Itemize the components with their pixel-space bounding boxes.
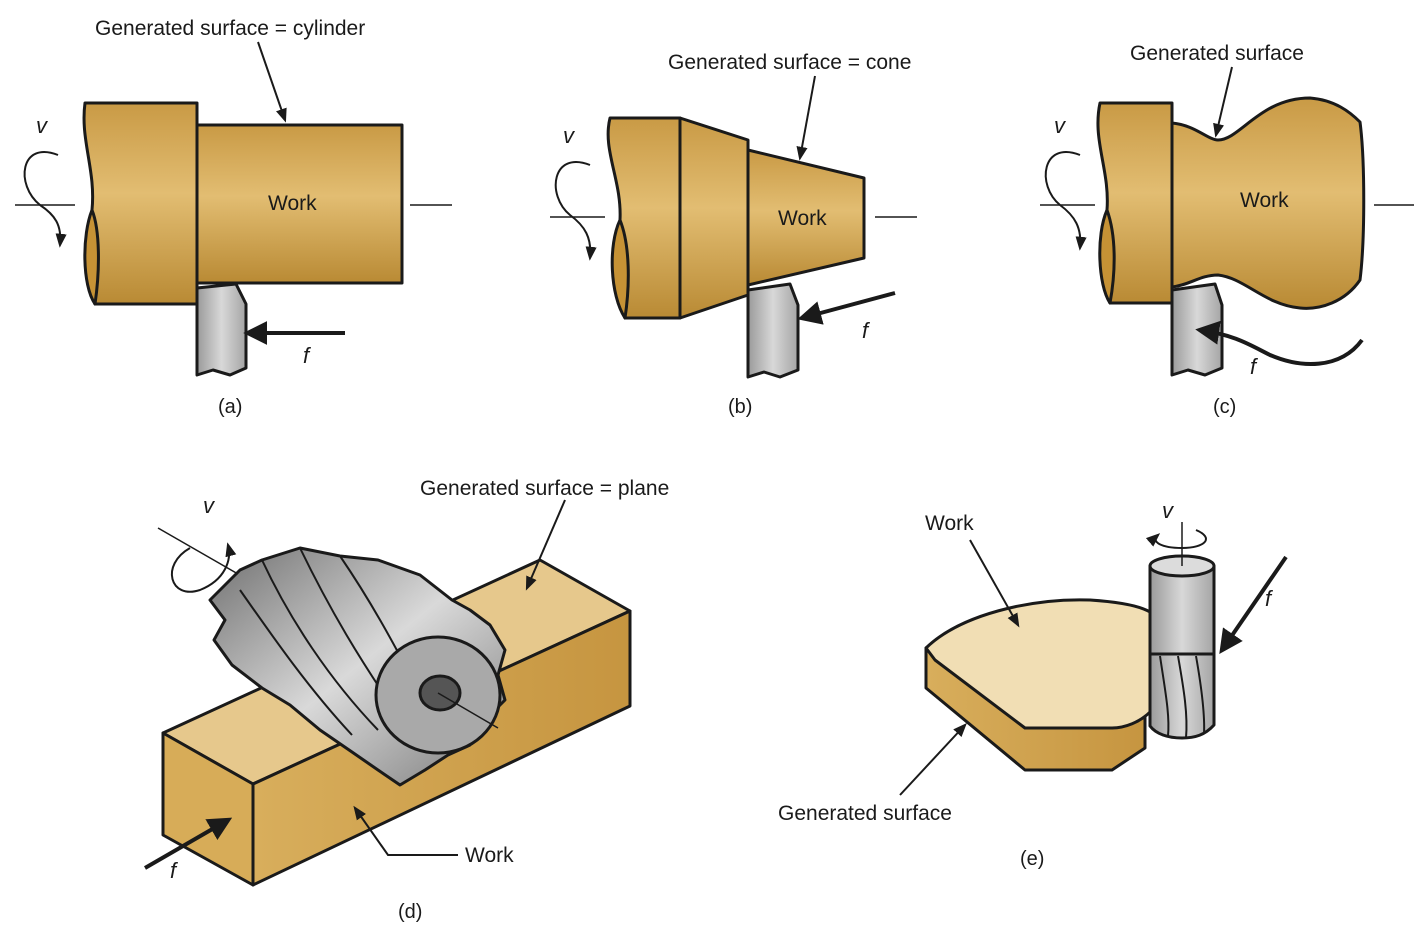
rotation-arrow bbox=[1145, 529, 1207, 550]
feed-label: f bbox=[1250, 354, 1259, 379]
feed-label: f bbox=[170, 858, 179, 883]
velocity-label: v bbox=[563, 123, 576, 148]
leader-line bbox=[525, 499, 566, 591]
workpiece-cone bbox=[746, 148, 866, 287]
feed-label: f bbox=[862, 318, 871, 343]
end-mill-shank bbox=[1148, 564, 1216, 656]
feed-arrow bbox=[1219, 555, 1288, 654]
workpiece-end-face bbox=[161, 731, 255, 887]
caption-b: (b) bbox=[728, 396, 752, 418]
surface-label: Generated surface = cone bbox=[668, 51, 911, 74]
cutter-axis bbox=[437, 692, 499, 729]
leader-line bbox=[1213, 66, 1233, 138]
panel-e: Work Generated surface v f (e) bbox=[778, 498, 1288, 870]
panel-c: Generated surface Work v f (c) bbox=[1040, 42, 1414, 418]
leader-line bbox=[257, 41, 287, 123]
feed-label: f bbox=[1265, 586, 1274, 611]
feed-label: f bbox=[303, 343, 312, 368]
leader-line bbox=[353, 805, 458, 856]
caption-a: (a) bbox=[218, 396, 242, 418]
panel-b: Generated surface = cone Work v f (b) bbox=[550, 51, 917, 418]
work-label: Work bbox=[778, 207, 827, 230]
leader-line bbox=[796, 75, 816, 161]
rotation-arrow bbox=[1044, 151, 1087, 251]
rotation-arrow bbox=[554, 161, 597, 261]
rotation-arrow bbox=[23, 151, 67, 248]
surface-label: Generated surface = plane bbox=[420, 477, 669, 500]
workpiece-end-face bbox=[1098, 208, 1116, 305]
caption-c: (c) bbox=[1213, 396, 1236, 418]
cutter-flute bbox=[261, 559, 379, 731]
work-label: Work bbox=[925, 512, 974, 535]
flute-line bbox=[1159, 655, 1170, 737]
surface-label: Generated surface bbox=[1130, 42, 1304, 65]
flute-line bbox=[1177, 655, 1188, 739]
cutting-tool bbox=[746, 282, 800, 379]
workpiece-end-face bbox=[83, 208, 100, 306]
end-mill-flutes bbox=[1148, 652, 1216, 740]
cutter-bore bbox=[418, 674, 462, 712]
cutting-tool bbox=[1170, 282, 1224, 377]
work-label: Work bbox=[268, 192, 317, 215]
cutter-axis bbox=[157, 527, 239, 575]
workpiece-shoulder bbox=[82, 101, 199, 306]
leader-line bbox=[899, 722, 967, 796]
feed-path-arrow bbox=[1195, 320, 1364, 366]
leader-line bbox=[969, 539, 1020, 628]
work-label: Work bbox=[465, 844, 514, 867]
flute-line bbox=[1195, 655, 1206, 735]
panel-a: Generated surface = cylinder Work v f (a… bbox=[15, 17, 452, 418]
velocity-label: v bbox=[203, 493, 216, 518]
rotation-arrow bbox=[171, 542, 237, 593]
caption-d: (d) bbox=[398, 901, 422, 923]
workpiece-step bbox=[678, 116, 750, 320]
feed-arrow bbox=[797, 291, 896, 325]
feed-arrow bbox=[143, 817, 233, 870]
workpiece-contoured-body bbox=[1170, 96, 1366, 310]
cutting-tool bbox=[195, 282, 248, 377]
surface-label: Generated surface = cylinder bbox=[95, 17, 365, 40]
workpiece-end-face bbox=[610, 218, 630, 320]
workpiece-body bbox=[195, 123, 404, 285]
caption-e: (e) bbox=[1020, 848, 1044, 870]
surface-label: Generated surface bbox=[778, 802, 952, 825]
velocity-label: v bbox=[1054, 113, 1067, 138]
velocity-label: v bbox=[36, 113, 49, 138]
panel-d: Generated surface = plane Work v f (d) bbox=[143, 477, 669, 923]
cutter-flute bbox=[239, 589, 353, 736]
work-label: Work bbox=[1240, 189, 1289, 212]
workpiece-top-face bbox=[924, 598, 1152, 730]
velocity-label: v bbox=[1162, 498, 1175, 523]
